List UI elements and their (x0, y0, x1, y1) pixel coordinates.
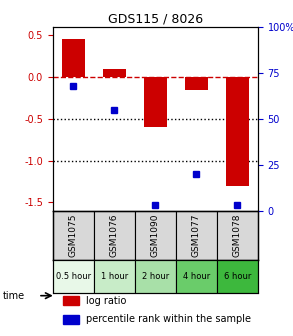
Bar (63, 314, 79, 324)
FancyBboxPatch shape (176, 211, 217, 260)
Bar (63, 296, 79, 305)
Text: log ratio: log ratio (86, 296, 126, 306)
Bar (144, 77, 166, 127)
FancyBboxPatch shape (217, 211, 258, 260)
Bar (62, 39, 84, 77)
Title: GDS115 / 8026: GDS115 / 8026 (108, 13, 203, 26)
FancyBboxPatch shape (217, 260, 258, 293)
Text: 0.5 hour: 0.5 hour (56, 271, 91, 281)
Text: time: time (3, 291, 25, 301)
Bar (103, 69, 125, 77)
Bar (185, 77, 207, 90)
Text: 1 hour: 1 hour (100, 271, 128, 281)
Text: GSM1078: GSM1078 (233, 214, 242, 257)
FancyBboxPatch shape (53, 211, 94, 260)
Text: GSM1090: GSM1090 (151, 214, 160, 257)
Text: 2 hour: 2 hour (142, 271, 169, 281)
FancyBboxPatch shape (53, 260, 94, 293)
FancyBboxPatch shape (135, 260, 176, 293)
FancyBboxPatch shape (135, 211, 176, 260)
FancyBboxPatch shape (94, 260, 135, 293)
Text: percentile rank within the sample: percentile rank within the sample (86, 314, 251, 324)
Text: GSM1076: GSM1076 (110, 214, 119, 257)
FancyBboxPatch shape (94, 211, 135, 260)
Text: 6 hour: 6 hour (224, 271, 251, 281)
FancyBboxPatch shape (176, 260, 217, 293)
Bar (226, 77, 248, 186)
Text: 4 hour: 4 hour (183, 271, 210, 281)
Text: GSM1077: GSM1077 (192, 214, 201, 257)
Text: GSM1075: GSM1075 (69, 214, 78, 257)
